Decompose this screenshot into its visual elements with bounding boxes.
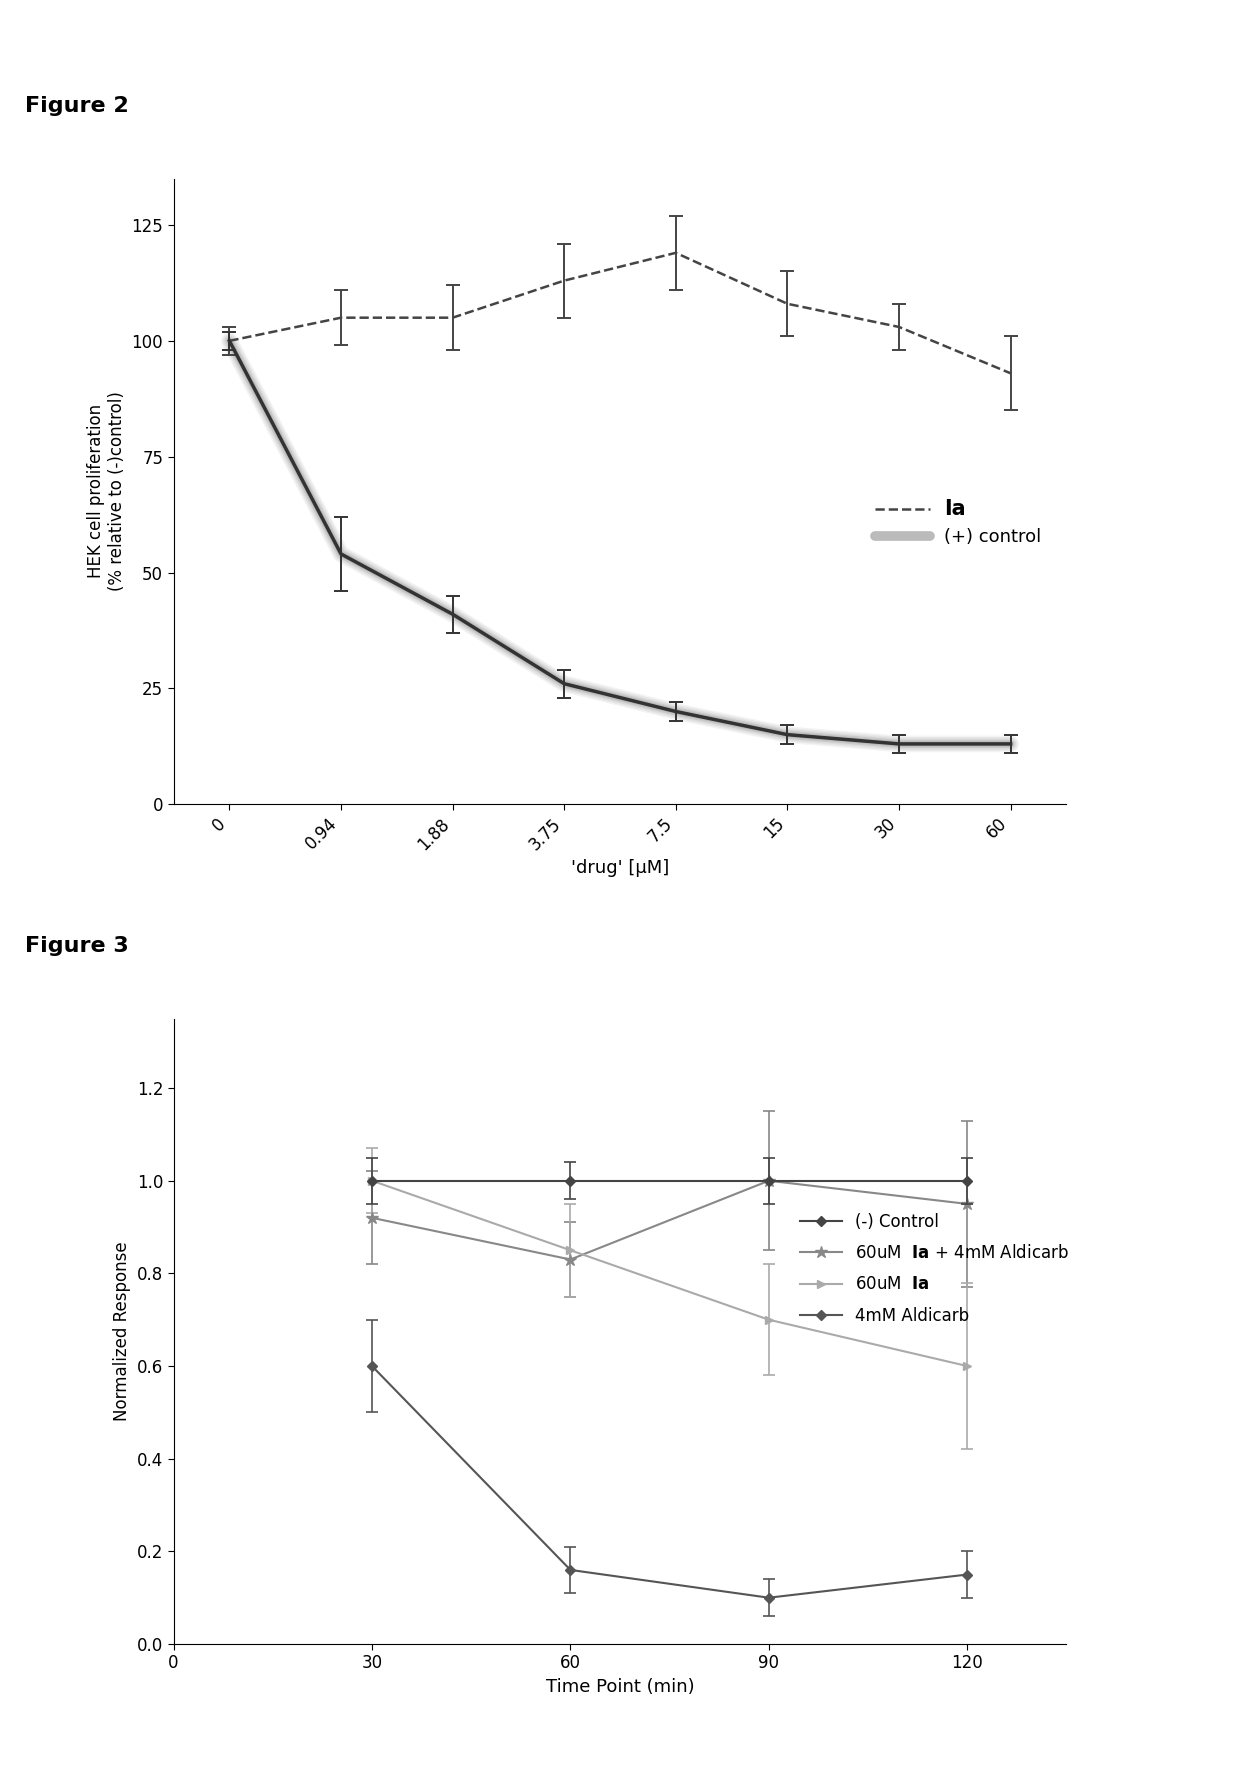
Legend: (-) Control, 60uM  $\mathbf{Ia}$ + 4mM Aldicarb, 60uM  $\mathbf{Ia}$, 4mM Aldica: (-) Control, 60uM $\mathbf{Ia}$ + 4mM Al… [794,1206,1076,1331]
Text: Figure 2: Figure 2 [25,96,129,116]
Y-axis label: HEK cell proliferation
(% relative to (-)control): HEK cell proliferation (% relative to (-… [87,391,126,591]
Y-axis label: Normalized Response: Normalized Response [113,1242,131,1421]
X-axis label: 'drug' [μM]: 'drug' [μM] [570,860,670,877]
Text: Figure 3: Figure 3 [25,936,129,956]
Legend: Ia, (+) control: Ia, (+) control [868,491,1049,554]
X-axis label: Time Point (min): Time Point (min) [546,1678,694,1696]
